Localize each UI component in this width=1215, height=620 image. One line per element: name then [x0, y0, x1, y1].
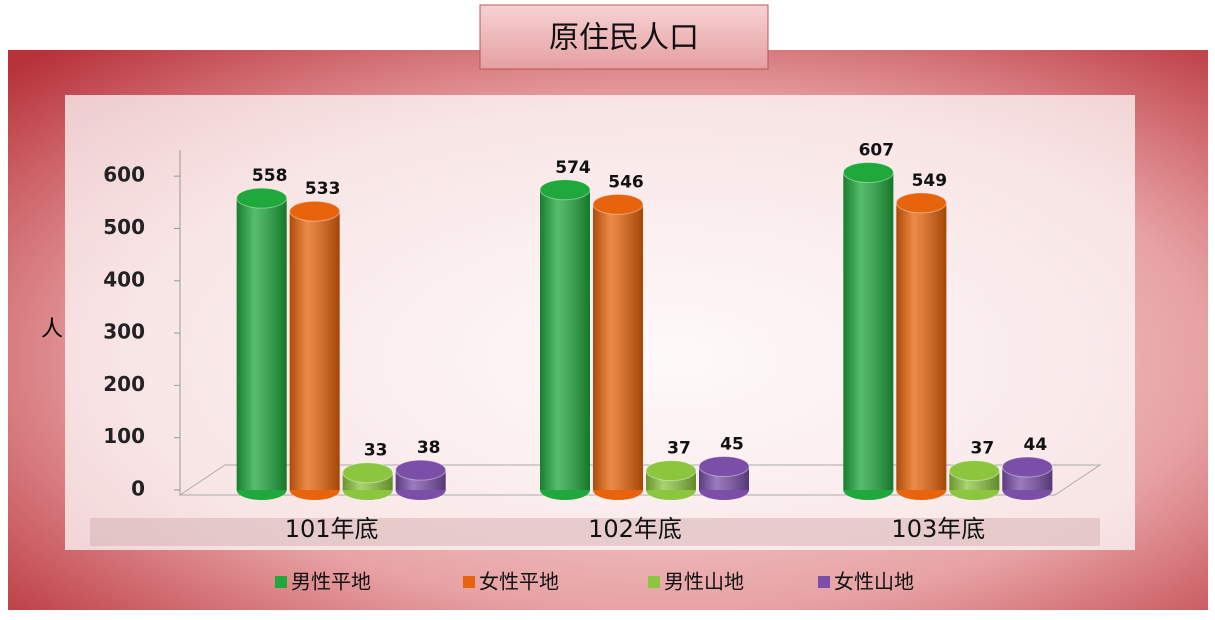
data-label: 37: [667, 439, 691, 459]
bar-top: [842, 161, 894, 183]
bar-top: [289, 200, 341, 222]
chart-title: 原住民人口: [549, 21, 699, 56]
legend-label: 女性山地: [834, 570, 914, 594]
x-tick-label: 103年底: [891, 515, 985, 543]
y-axis-label: 人: [41, 317, 63, 342]
x-tick-label: 101年底: [285, 515, 379, 543]
bar-shade: [236, 198, 287, 490]
legend-label: 女性平地: [479, 570, 559, 594]
y-tick-label: 200: [103, 372, 145, 396]
data-label: 558: [252, 166, 288, 186]
data-label: 44: [1023, 435, 1047, 455]
y-tick-label: 500: [103, 215, 145, 239]
x-tick-label: 102年底: [588, 515, 682, 543]
data-label: 546: [608, 172, 644, 192]
bar-shade: [289, 211, 340, 490]
data-label: 37: [970, 439, 994, 459]
bar-top: [895, 192, 947, 214]
legend-label: 男性平地: [291, 570, 371, 594]
data-label: 533: [305, 179, 341, 199]
data-label: 574: [555, 158, 591, 178]
bar-shade: [896, 202, 947, 491]
bar-top: [645, 460, 697, 482]
data-label: 549: [912, 171, 948, 191]
bar-shade: [843, 172, 894, 490]
bar-shade: [593, 204, 643, 490]
floor: [178, 464, 1102, 496]
bar-top: [395, 459, 447, 481]
data-label: 45: [720, 434, 744, 454]
bar-top: [236, 187, 288, 209]
legend-swatch: [818, 576, 830, 588]
legend-label: 男性山地: [664, 570, 744, 594]
bar-top: [539, 179, 591, 201]
bar-shade: [540, 189, 590, 490]
y-tick-label: 0: [131, 477, 145, 501]
y-tick-label: 300: [103, 320, 145, 344]
data-label: 38: [417, 438, 441, 458]
bar-top: [592, 193, 644, 215]
y-tick-label: 100: [103, 424, 145, 448]
floor-band: [90, 518, 1100, 546]
title-box: [479, 4, 769, 70]
bar-top: [342, 462, 394, 484]
legend-swatch: [275, 576, 287, 588]
data-label: 33: [364, 441, 388, 461]
y-tick-label: 400: [103, 267, 145, 291]
y-tick-label: 600: [103, 163, 145, 187]
bar-top: [1001, 456, 1053, 478]
bar-top: [948, 460, 1000, 482]
data-label: 607: [859, 140, 895, 160]
legend-swatch: [648, 576, 660, 588]
legend-swatch: [463, 576, 475, 588]
bar-top: [698, 455, 750, 477]
